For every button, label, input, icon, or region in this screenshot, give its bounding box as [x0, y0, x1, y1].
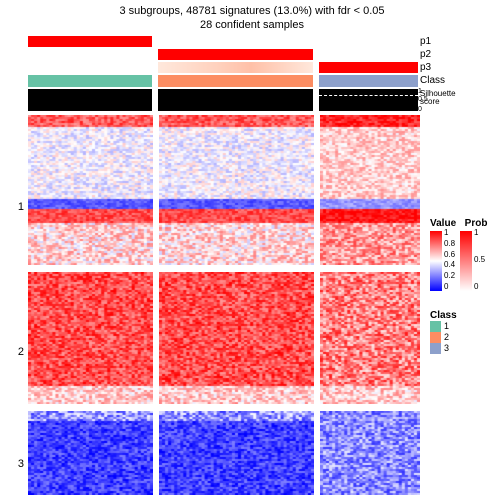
title-line-2: 28 confident samples [0, 18, 504, 32]
label-p1: p1 [420, 36, 431, 47]
annot-silhouette [28, 89, 418, 111]
value-colorbar [430, 231, 442, 291]
figure-main [28, 36, 418, 496]
class-legend-item: 1 [430, 321, 500, 332]
annot-p2 [28, 49, 418, 60]
annot-p3 [28, 62, 418, 73]
silh-tick-0: 0 [418, 106, 422, 113]
legend-value: Value Prob 10.80.60.40.20 10.50 [430, 218, 500, 291]
heatmap [28, 115, 418, 498]
class-legend-item: 3 [430, 343, 500, 354]
annot-p1 [28, 36, 418, 47]
row-group-label: 1 [0, 201, 24, 213]
silh-tick-1: 1 [418, 88, 422, 95]
row-group-label: 2 [0, 346, 24, 358]
label-p3: p3 [420, 62, 431, 73]
silh-tick-05: 0.5 [418, 96, 428, 103]
row-group-label: 3 [0, 458, 24, 470]
annot-class [28, 75, 418, 87]
legend-class: Class 123 [430, 310, 500, 354]
class-legend-item: 2 [430, 332, 500, 343]
label-class: Class [420, 75, 445, 86]
label-p2: p2 [420, 49, 431, 60]
prob-colorbar [460, 231, 472, 291]
title-line-1: 3 subgroups, 48781 signatures (13.0%) wi… [0, 4, 504, 18]
